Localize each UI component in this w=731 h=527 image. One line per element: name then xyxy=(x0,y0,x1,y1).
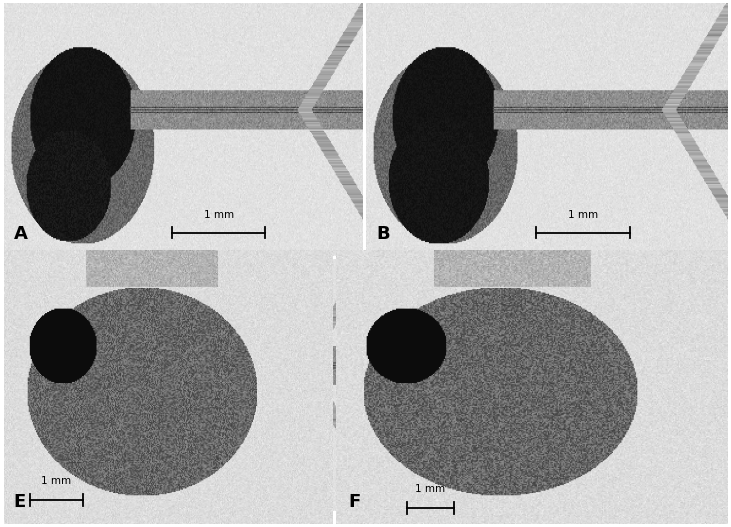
Text: D: D xyxy=(376,481,391,499)
Text: C: C xyxy=(15,481,28,499)
Text: 1 mm: 1 mm xyxy=(567,466,598,476)
Text: B: B xyxy=(376,225,390,243)
Text: 1 mm: 1 mm xyxy=(203,466,234,476)
Text: F: F xyxy=(348,493,360,511)
Text: 1 mm: 1 mm xyxy=(415,484,445,494)
Text: 1 mm: 1 mm xyxy=(567,210,598,220)
Text: A: A xyxy=(15,225,29,243)
Text: 1 mm: 1 mm xyxy=(41,476,72,486)
Text: E: E xyxy=(14,493,26,511)
Text: 1 mm: 1 mm xyxy=(203,210,234,220)
